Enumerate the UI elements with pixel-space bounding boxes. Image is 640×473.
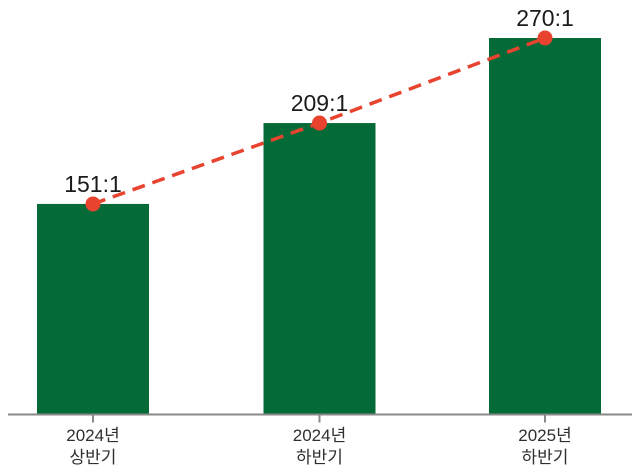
x-axis-label-1: 2024년 상반기 [66,426,119,467]
value-label-1: 151:1 [64,171,122,197]
data-point-3 [537,30,553,46]
bar-1 [37,203,149,415]
value-label-2: 209:1 [291,90,349,116]
x-axis-label-2: 2024년 하반기 [293,426,346,467]
value-label-3: 270:1 [516,5,574,31]
data-point-1 [85,196,101,212]
x-axis-label-3: 2025년 하반기 [518,426,571,467]
data-point-2 [312,115,327,131]
bar-3 [489,38,601,415]
bar-2 [263,123,376,415]
